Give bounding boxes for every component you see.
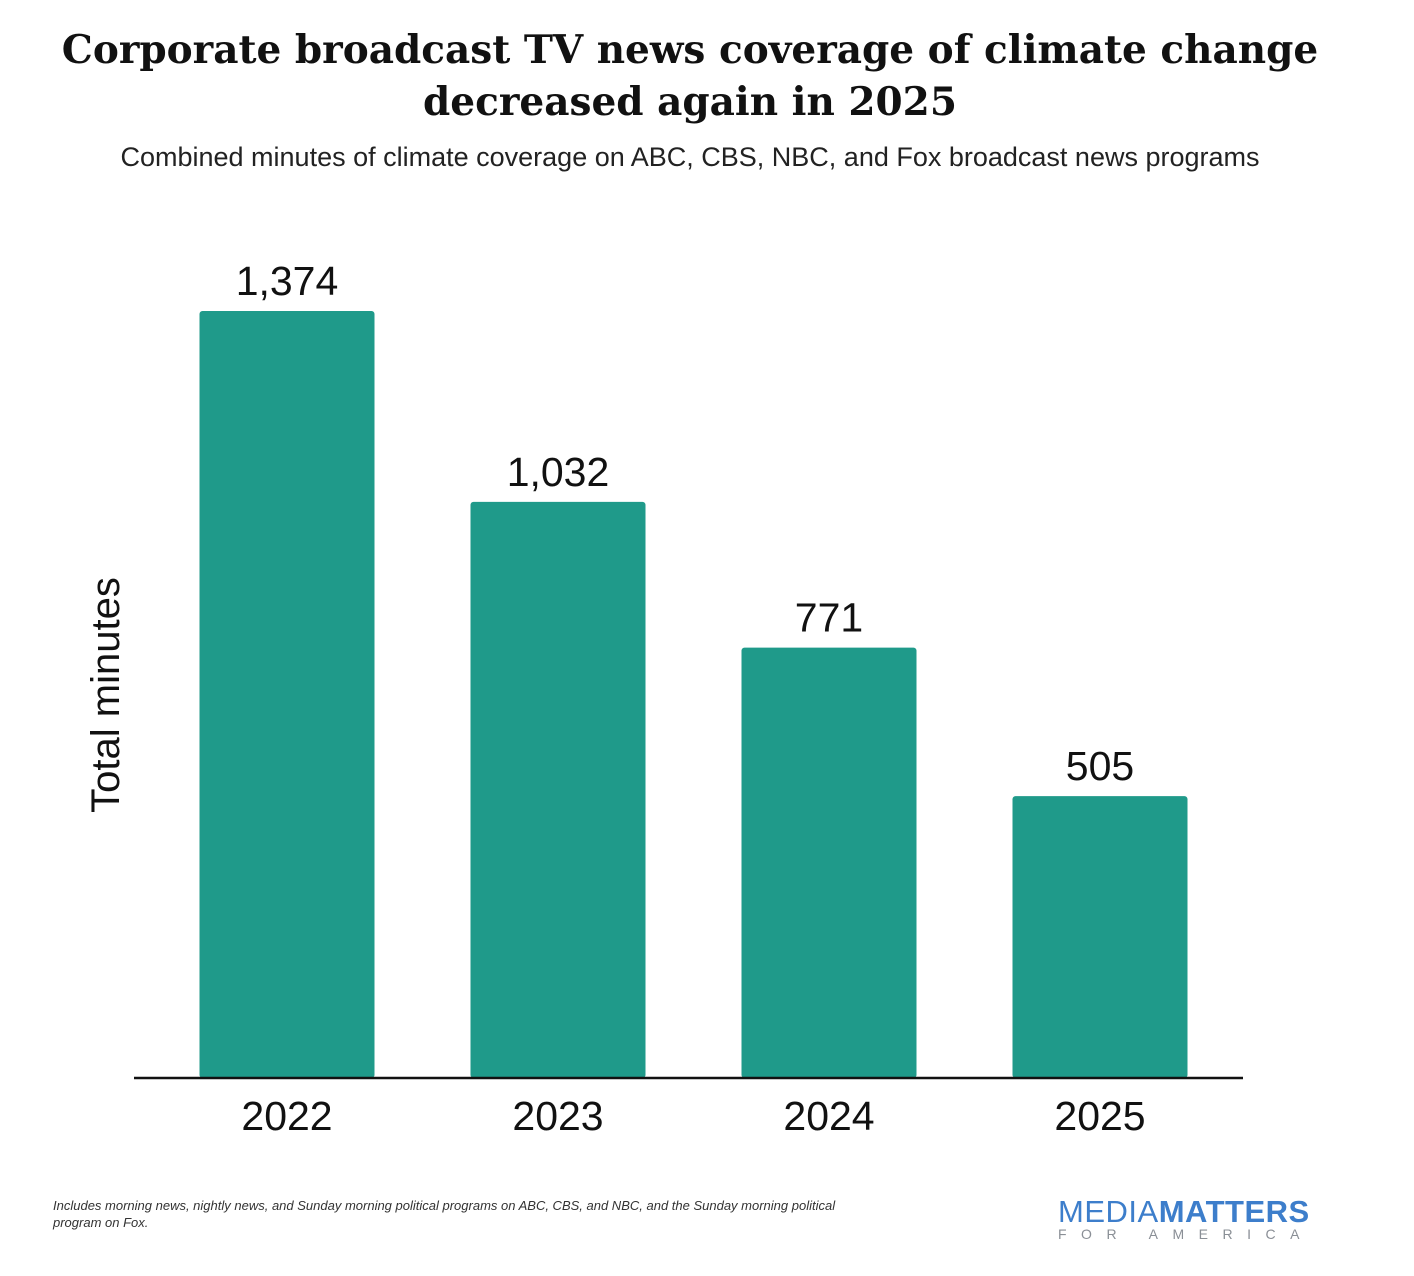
y-axis-label: Total minutes <box>84 577 128 813</box>
x-tick-label-2024: 2024 <box>783 1093 874 1139</box>
bars-group: 1,374 2022 1,032 2023 771 2024 505 2025 <box>199 258 1188 1139</box>
x-tick-label-2023: 2023 <box>512 1093 603 1139</box>
logo-matters-text: MATTERS <box>1158 1194 1310 1229</box>
logo-tagline: FOR AMERICA <box>1058 1226 1314 1242</box>
chart-subtitle: Combined minutes of climate coverage on … <box>120 142 1260 172</box>
chart-title-line-1: Corporate broadcast TV news coverage of … <box>61 27 1319 73</box>
chart-title: Corporate broadcast TV news coverage of … <box>0 24 1380 128</box>
media-matters-logo: MEDIAMATTERS FOR AMERICA <box>1058 1196 1324 1243</box>
value-label-2022: 1,374 <box>236 258 339 304</box>
footnote-line-1: Includes morning news, nightly news, and… <box>53 1198 836 1213</box>
bar-2024 <box>741 647 917 1078</box>
value-label-2024: 771 <box>795 595 863 641</box>
bar-2025 <box>1012 796 1188 1078</box>
x-tick-label-2025: 2025 <box>1054 1093 1145 1139</box>
value-label-2023: 1,032 <box>507 449 610 495</box>
bar-2023 <box>470 501 646 1078</box>
bar-2022 <box>199 311 375 1078</box>
chart-title-line-2: decreased again in 2025 <box>423 79 957 125</box>
x-tick-label-2022: 2022 <box>241 1093 332 1139</box>
footnote: Includes morning news, nightly news, and… <box>53 1197 953 1231</box>
logo-media-text: MEDIA <box>1058 1194 1159 1229</box>
logo-wordmark: MEDIAMATTERS <box>1058 1196 1324 1228</box>
value-label-2025: 505 <box>1066 743 1134 789</box>
footnote-line-2: program on Fox. <box>53 1215 149 1230</box>
bar-chart: Total minutes 1,374 2022 1,032 2023 771 2024 5… <box>84 258 1243 1139</box>
